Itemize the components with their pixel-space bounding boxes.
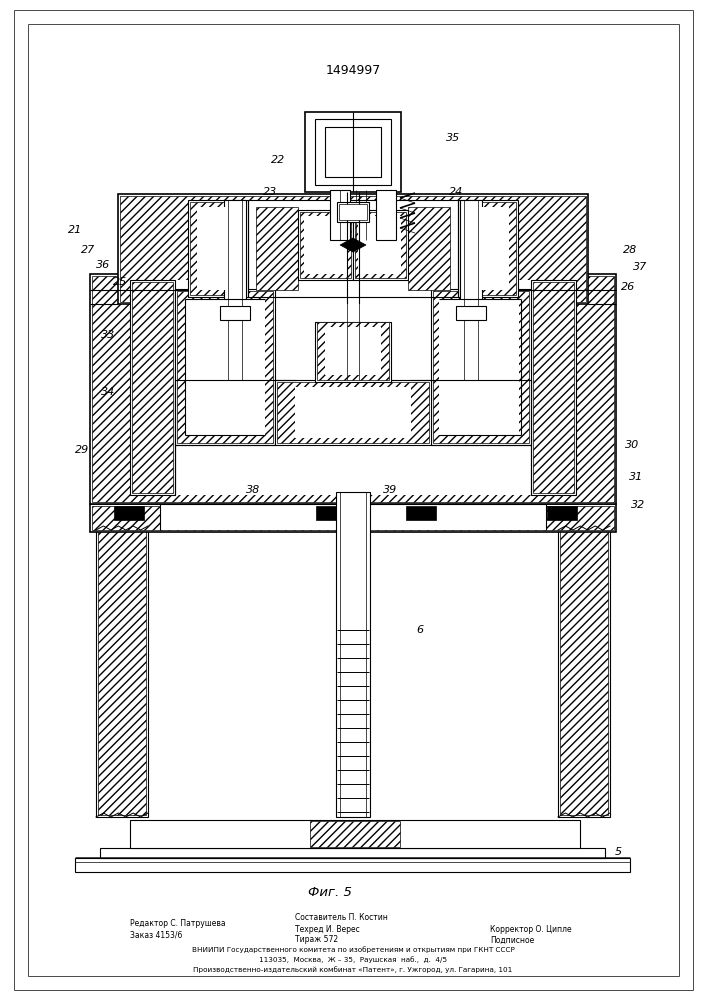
Bar bbox=[256, 207, 298, 290]
Bar bbox=[175, 289, 275, 445]
Bar bbox=[188, 200, 518, 297]
Text: Фиг. 5: Фиг. 5 bbox=[308, 886, 352, 898]
Text: Редактор С. Патрушева: Редактор С. Патрушева bbox=[130, 920, 226, 928]
Text: 1494997: 1494997 bbox=[325, 64, 380, 77]
Bar bbox=[190, 202, 246, 295]
Bar bbox=[353, 210, 408, 280]
Text: 27: 27 bbox=[81, 245, 95, 255]
Bar bbox=[100, 848, 605, 858]
Bar bbox=[358, 216, 401, 274]
Text: Заказ 4153/6: Заказ 4153/6 bbox=[130, 930, 182, 940]
Bar bbox=[295, 387, 411, 438]
Bar bbox=[92, 276, 614, 502]
Bar bbox=[325, 127, 381, 177]
Bar bbox=[460, 200, 482, 380]
Text: 23: 23 bbox=[263, 187, 277, 197]
Text: Техред И. Верес: Техред И. Верес bbox=[295, 924, 360, 934]
Text: 26: 26 bbox=[621, 282, 635, 292]
Bar bbox=[92, 506, 614, 530]
Text: 39: 39 bbox=[383, 485, 397, 495]
Bar bbox=[431, 289, 531, 445]
Bar bbox=[305, 112, 401, 192]
Text: 29: 29 bbox=[75, 445, 89, 455]
Bar bbox=[197, 207, 239, 290]
Bar bbox=[315, 119, 391, 185]
Bar bbox=[315, 322, 391, 382]
Bar bbox=[330, 190, 350, 240]
Polygon shape bbox=[353, 238, 366, 252]
Bar bbox=[118, 194, 588, 304]
Bar bbox=[90, 274, 616, 504]
Bar bbox=[355, 212, 406, 278]
Bar bbox=[224, 200, 246, 380]
Text: 37: 37 bbox=[633, 262, 647, 272]
Text: 30: 30 bbox=[625, 440, 639, 450]
Bar bbox=[325, 327, 381, 375]
Bar bbox=[558, 522, 610, 817]
Bar bbox=[337, 202, 369, 222]
Text: 5: 5 bbox=[614, 847, 621, 857]
Bar bbox=[439, 299, 519, 435]
Text: Составитель П. Костин: Составитель П. Костин bbox=[295, 914, 388, 922]
Text: 36: 36 bbox=[96, 260, 110, 270]
Text: 38: 38 bbox=[246, 485, 260, 495]
Bar bbox=[175, 280, 531, 495]
Bar bbox=[75, 858, 630, 872]
Bar bbox=[90, 504, 616, 532]
Text: 6: 6 bbox=[416, 625, 423, 635]
Bar bbox=[408, 207, 450, 290]
Bar bbox=[376, 190, 396, 240]
Bar bbox=[531, 280, 576, 495]
Bar bbox=[277, 382, 429, 443]
Bar bbox=[310, 821, 400, 847]
Bar bbox=[220, 306, 250, 320]
Text: 35: 35 bbox=[446, 133, 460, 143]
Bar bbox=[177, 291, 273, 443]
Text: 22: 22 bbox=[271, 155, 285, 165]
Text: 33: 33 bbox=[101, 330, 115, 340]
Bar bbox=[560, 524, 608, 815]
Bar bbox=[275, 380, 431, 445]
Bar bbox=[185, 299, 265, 435]
Bar bbox=[460, 202, 516, 295]
Bar bbox=[547, 506, 577, 520]
Text: 32: 32 bbox=[631, 500, 645, 510]
Bar bbox=[533, 282, 574, 493]
Bar bbox=[456, 306, 486, 320]
Bar bbox=[114, 506, 144, 520]
Text: 113035,  Москва,  Ж – 35,  Раушская  наб.,  д.  4/5: 113035, Москва, Ж – 35, Раушская наб., д… bbox=[259, 957, 447, 963]
Text: 21: 21 bbox=[68, 225, 82, 235]
Bar bbox=[317, 322, 389, 380]
Polygon shape bbox=[340, 238, 353, 252]
Text: 25: 25 bbox=[113, 277, 127, 287]
Text: ВНИИПИ Государственного комитета по изобретениям и открытиям при ГКНТ СССР: ВНИИПИ Государственного комитета по изоб… bbox=[192, 947, 515, 953]
Bar bbox=[130, 820, 580, 848]
Text: Тираж 572: Тираж 572 bbox=[295, 936, 338, 944]
Text: Корректор О. Ципле: Корректор О. Ципле bbox=[490, 924, 572, 934]
Bar bbox=[458, 200, 518, 297]
Bar bbox=[406, 506, 436, 520]
Text: 34: 34 bbox=[101, 387, 115, 397]
Text: 28: 28 bbox=[623, 245, 637, 255]
Bar bbox=[467, 207, 509, 290]
Bar bbox=[336, 492, 370, 817]
Bar bbox=[98, 524, 146, 815]
Bar bbox=[433, 291, 529, 443]
Bar bbox=[132, 282, 173, 493]
Bar bbox=[120, 196, 586, 302]
Bar bbox=[304, 216, 347, 274]
Bar bbox=[130, 280, 175, 495]
Bar bbox=[339, 204, 367, 220]
Bar bbox=[160, 506, 546, 530]
Bar bbox=[300, 212, 351, 278]
Bar bbox=[188, 200, 248, 297]
Bar bbox=[96, 522, 148, 817]
Text: 31: 31 bbox=[629, 472, 643, 482]
Bar bbox=[298, 210, 353, 280]
Text: 24: 24 bbox=[449, 187, 463, 197]
Bar bbox=[316, 506, 346, 520]
Text: Производственно-издательский комбинат «Патент», г. Ужгород, ул. Гагарина, 101: Производственно-издательский комбинат «П… bbox=[194, 967, 513, 973]
Bar bbox=[248, 200, 458, 297]
Text: Подписное: Подписное bbox=[490, 936, 534, 944]
